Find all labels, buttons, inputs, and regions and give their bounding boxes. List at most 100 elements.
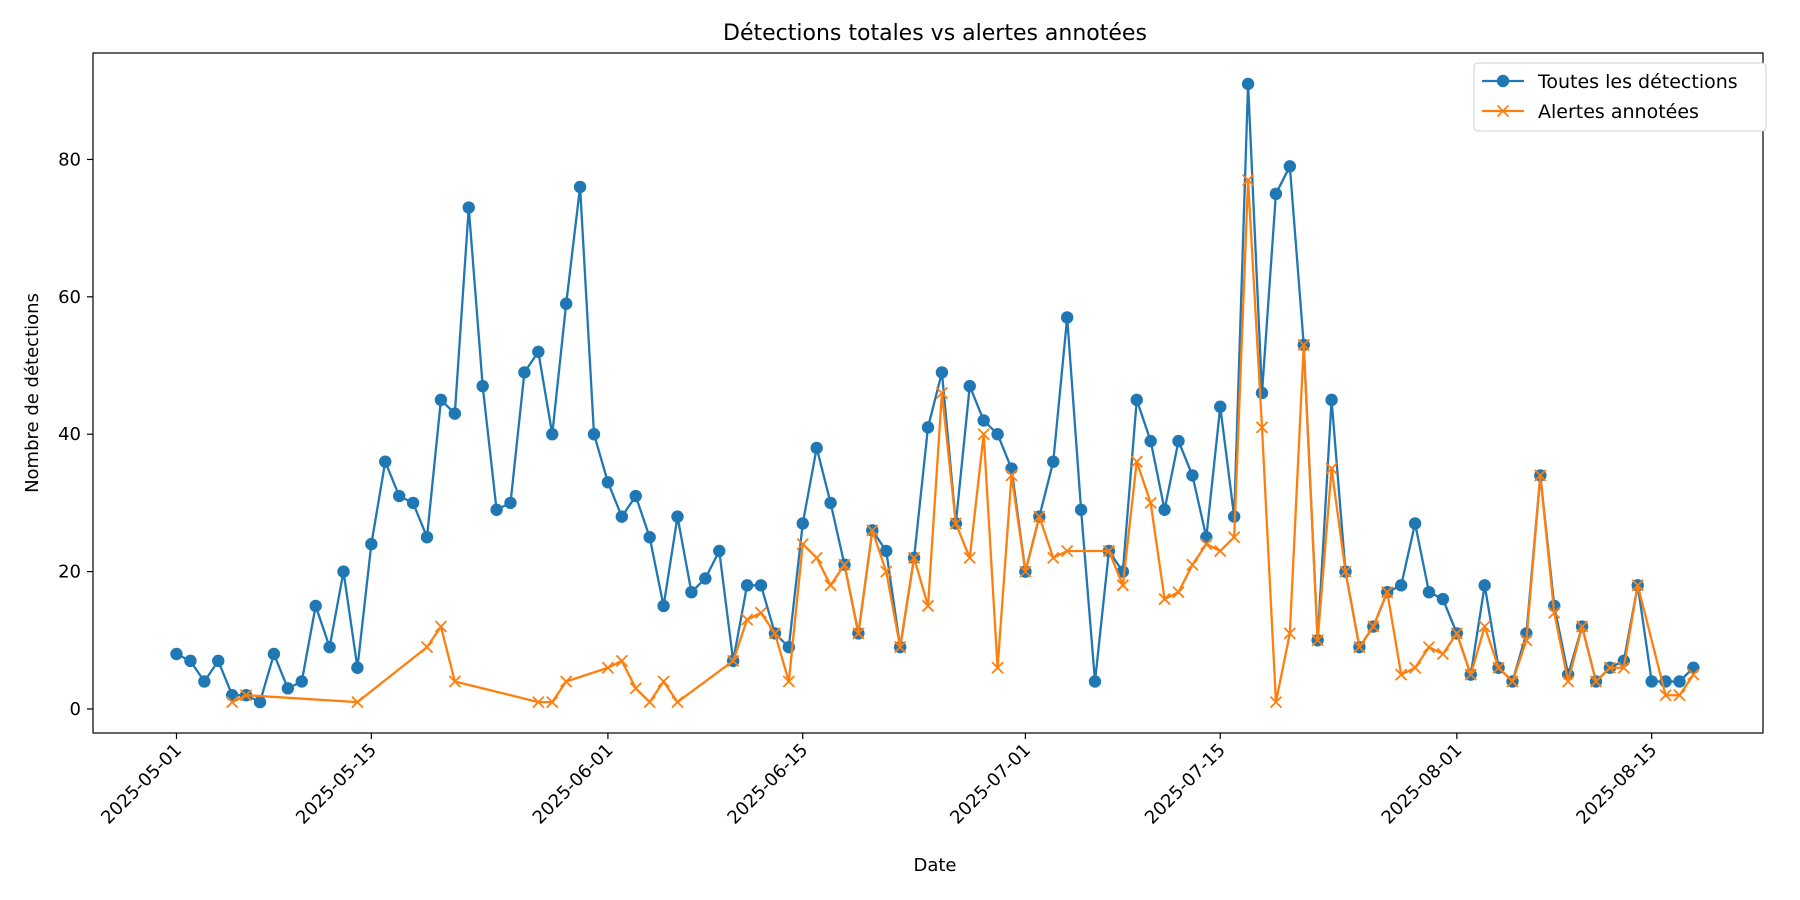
series-1-point-20 (448, 407, 462, 420)
legend-label-2: Alertes annotées (1538, 101, 1699, 123)
series-2-point-1 (239, 689, 253, 702)
series-2 (226, 173, 1700, 709)
series-1-point-74 (1200, 531, 1213, 544)
series-2-point-64 (1436, 647, 1450, 661)
series-2-point-30 (935, 386, 949, 400)
series-1-point-22 (476, 379, 489, 393)
series-2-point-14 (671, 695, 684, 709)
series-1-point-11 (323, 640, 336, 654)
series-2-point-74 (1575, 620, 1589, 633)
series-2-point-66 (1464, 668, 1477, 681)
series-2-point-80 (1673, 689, 1686, 702)
series-2-point-68 (1492, 661, 1505, 674)
series-1-point-78 (1255, 386, 1269, 400)
series-2-point-41 (1116, 579, 1129, 592)
series-1-point-2 (198, 675, 211, 688)
series-2-point-4 (434, 620, 448, 633)
legend-marker-1 (1496, 74, 1510, 88)
y-tick-label-2: 40 (58, 424, 81, 445)
series-1-point-31 (601, 476, 615, 489)
series-2-point-21 (810, 551, 823, 564)
series-1-point-7 (267, 647, 281, 661)
series-2-point-73 (1562, 675, 1575, 688)
axes-frame (92, 52, 1764, 734)
series-2-point-17 (754, 606, 768, 619)
series-2-point-75 (1589, 675, 1603, 688)
plot-area (170, 77, 1700, 709)
series-1-point-37 (685, 585, 698, 599)
series-2-point-60 (1381, 586, 1394, 599)
series-2-point-62 (1408, 661, 1422, 674)
series-2-point-47 (1200, 537, 1213, 551)
series-2-point-22 (824, 579, 837, 592)
series-1-point-30 (587, 428, 601, 441)
series-1-point-24 (504, 496, 517, 510)
series-1-point-9 (295, 675, 308, 688)
series-2-point-28 (907, 551, 921, 564)
series-1-point-16 (392, 489, 406, 503)
series-2-point-61 (1395, 668, 1408, 681)
series-1-point-83 (1325, 393, 1338, 407)
y-tick-label-3: 60 (58, 287, 81, 308)
series-2-point-6 (532, 695, 545, 709)
series-2-point-26 (880, 565, 893, 578)
series-1-point-36 (671, 510, 684, 523)
series-2-point-27 (894, 641, 907, 654)
series-1-point-25 (518, 366, 531, 379)
series-2-point-39 (1061, 544, 1074, 558)
series-1-point-91 (1436, 592, 1450, 606)
series-2-point-16 (740, 613, 754, 626)
series-1-point-38 (699, 572, 712, 585)
series-1-point-59 (991, 428, 1004, 441)
series-1-point-17 (406, 496, 420, 510)
series-2-point-59 (1367, 620, 1380, 633)
series-2-point-5 (448, 675, 461, 688)
series-1-point-0 (170, 647, 183, 661)
series-2-point-40 (1102, 544, 1116, 558)
series-2-point-58 (1353, 641, 1366, 654)
series-1-point-12 (337, 565, 350, 578)
series-2-point-69 (1506, 675, 1519, 688)
series-1-point-69 (1130, 393, 1143, 407)
series-1-point-14 (365, 537, 378, 551)
series-1-point-18 (420, 531, 434, 544)
series-2-point-38 (1047, 551, 1060, 564)
y-tick-label-4: 80 (58, 149, 81, 170)
legend-entry-2: Alertes annotées (1482, 101, 1699, 123)
series-2-point-33 (977, 428, 990, 441)
series-2-point-32 (963, 551, 976, 564)
series-2-point-51 (1255, 421, 1269, 434)
series-2-point-7 (546, 695, 559, 709)
series-1-point-90 (1422, 585, 1436, 599)
series-2-point-67 (1478, 620, 1491, 633)
y-tick-label-1: 20 (58, 562, 81, 583)
y-tick-label-0: 0 (70, 699, 81, 720)
series-2-line (231, 178, 1695, 704)
series-1-point-70 (1144, 434, 1157, 448)
series-2-point-78 (1631, 579, 1644, 592)
series-2-point-0 (226, 695, 239, 709)
series-1-point-26 (532, 345, 545, 358)
series-2-point-55 (1311, 634, 1324, 647)
legend-marker-2 (1496, 104, 1510, 118)
series-1-point-63 (1047, 455, 1060, 468)
series-1-point-45 (796, 517, 809, 530)
series-2-point-20 (796, 537, 809, 551)
series-2-point-49 (1228, 531, 1241, 544)
x-axis-label: Date (913, 855, 956, 876)
series-1-point-34 (643, 531, 656, 544)
series-2-point-25 (866, 524, 879, 537)
series-2-point-77 (1617, 661, 1630, 674)
series-1-point-47 (824, 496, 837, 510)
series-1-point-28 (559, 297, 573, 310)
series-1-point-94 (1478, 579, 1491, 592)
series-2-point-63 (1422, 641, 1436, 654)
series-2-point-24 (852, 627, 865, 640)
series-2-point-18 (768, 627, 782, 640)
series-2-point-23 (838, 558, 851, 571)
series-2-point-45 (1172, 586, 1185, 599)
legend-label-1: Toutes les détections (1537, 71, 1738, 93)
chart-title: Détections totales vs alertes annotées (723, 21, 1147, 46)
series-2-point-56 (1325, 462, 1338, 475)
